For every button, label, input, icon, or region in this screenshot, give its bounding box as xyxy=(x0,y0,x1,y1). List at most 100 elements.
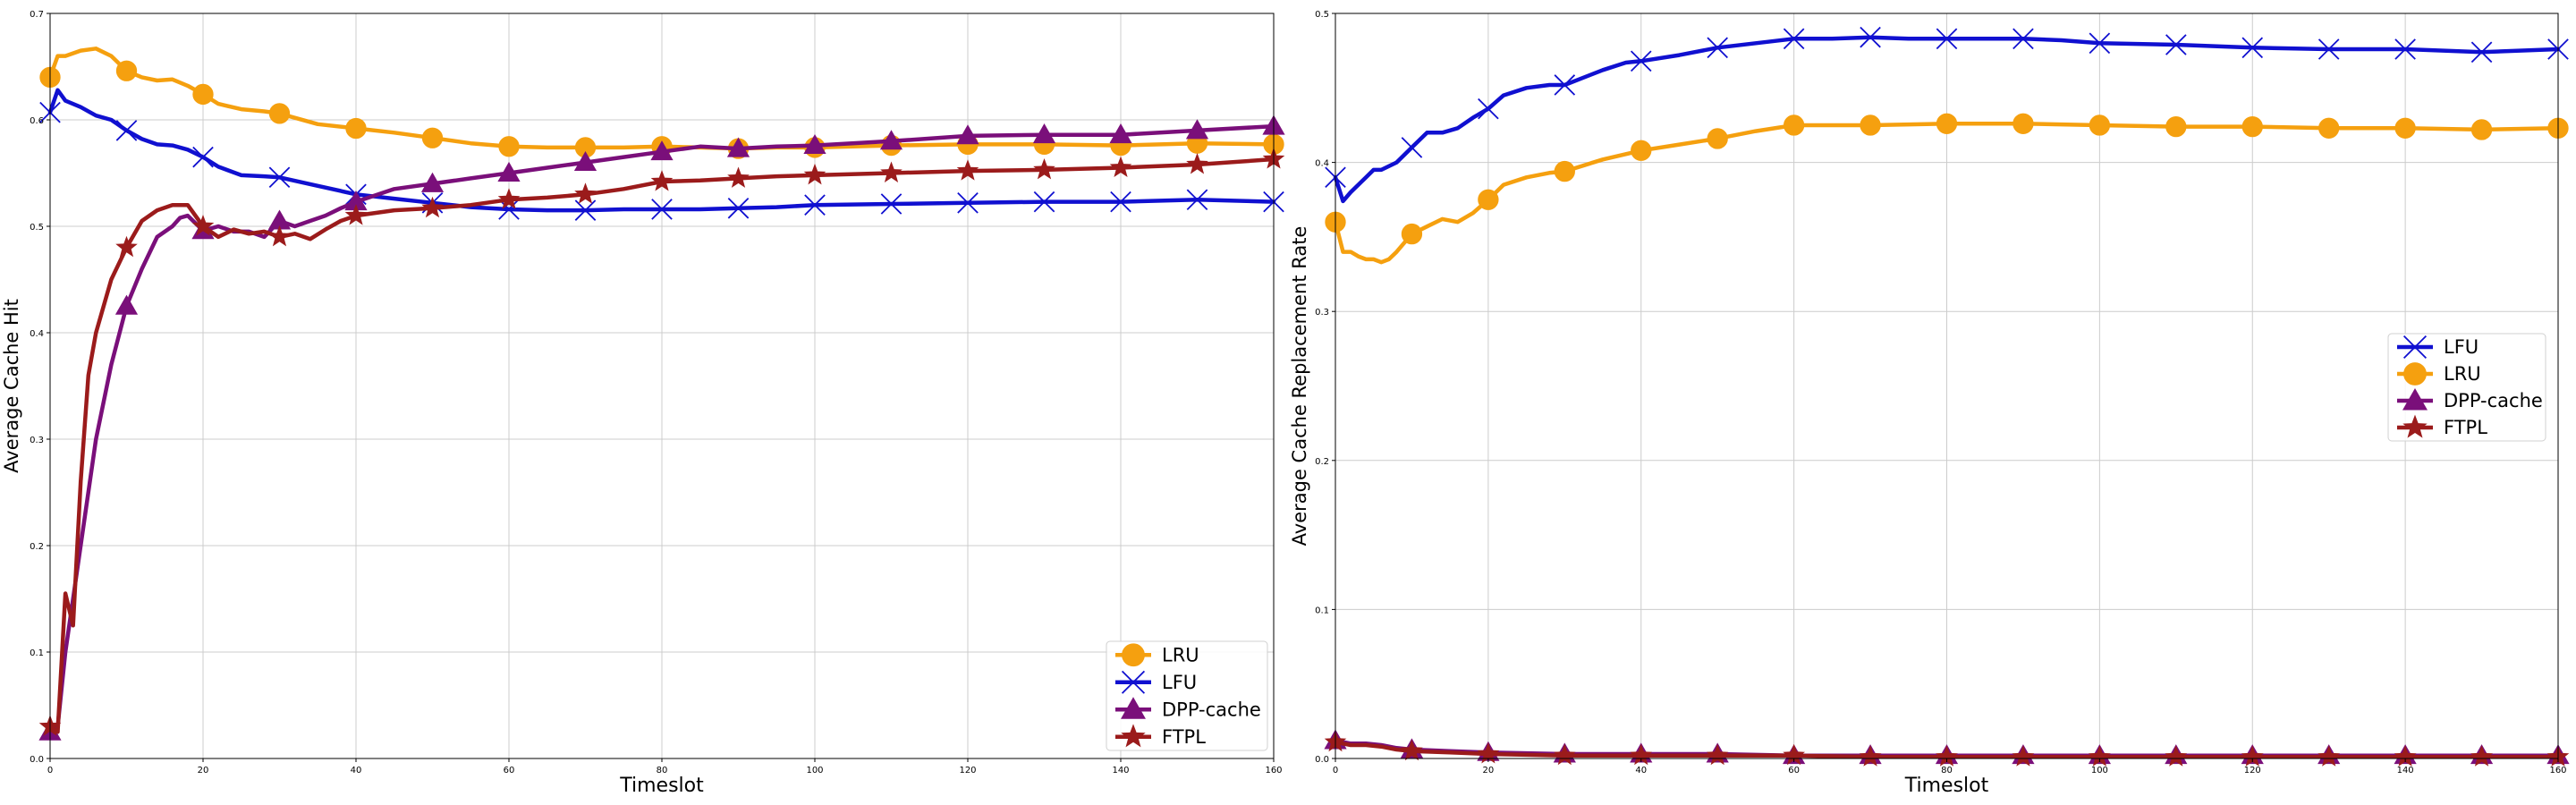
data-point xyxy=(1109,123,1132,144)
data-point xyxy=(1554,74,1576,96)
series-dpp-cache xyxy=(38,114,1285,741)
data-point xyxy=(651,199,673,220)
data-point xyxy=(498,199,520,220)
data-point xyxy=(1032,123,1056,144)
grid xyxy=(49,13,1275,759)
data-point xyxy=(1554,743,1576,766)
y-tick-label: 0.4 xyxy=(1315,159,1329,169)
data-point xyxy=(650,170,674,191)
data-point xyxy=(1630,743,1653,766)
data-point xyxy=(1185,119,1209,140)
data-point xyxy=(1859,745,1882,767)
data-point xyxy=(1401,137,1423,158)
legend-label: LFU xyxy=(1162,672,1197,693)
data-point xyxy=(2318,117,2340,139)
legend-marker xyxy=(2402,414,2428,438)
data-point xyxy=(2089,114,2111,136)
cache-replacement-chart: 0 20 40 60 80 100 120 140 160 0.0 0.1 0.2 0.3 0.4 0.5 T… xyxy=(1288,0,2576,805)
cache-replacement-plot: 0 20 40 60 80 100 120 140 160 0.0 0.1 0.2 0.3 0.4 0.5 T… xyxy=(1289,10,2570,797)
data-point xyxy=(1707,128,1728,149)
legend-item: FTPL xyxy=(1115,724,1206,748)
data-point xyxy=(2012,745,2035,767)
legend-marker xyxy=(1122,643,1145,667)
data-point xyxy=(726,137,750,157)
data-point xyxy=(727,197,750,219)
legend-item: LRU xyxy=(1115,643,1199,667)
y-tick-label: 0.1 xyxy=(1315,606,1329,615)
data-point xyxy=(2012,113,2034,134)
cache-hit-chart: 0 20 40 60 80 100 120 140 160 0.0 0.1 0.2 0.3 0.4 0.5 0… xyxy=(1,10,1285,797)
legend-marker xyxy=(1121,670,1146,694)
data-point xyxy=(268,166,291,189)
data-point xyxy=(803,163,826,185)
data-point xyxy=(2318,38,2340,60)
y-axis-title: Average Cache Hit xyxy=(1,299,22,473)
data-point xyxy=(115,60,138,81)
data-point xyxy=(497,161,521,182)
data-point xyxy=(1630,50,1652,72)
y-tick-label: 0.7 xyxy=(30,10,44,20)
series-lru xyxy=(1325,113,2569,265)
data-point xyxy=(268,103,291,124)
legend-marker xyxy=(2402,335,2428,360)
data-point xyxy=(574,199,597,221)
data-point xyxy=(650,140,674,161)
data-point xyxy=(497,188,521,209)
y-tick-label: 0.0 xyxy=(1315,755,1329,765)
cache-hit-plot: 0 20 40 60 80 100 120 140 160 0.0 0.1 0.2 0.3 0.4 0.5 0… xyxy=(1,10,1285,797)
y-tick-label: 0.2 xyxy=(30,542,44,552)
data-point xyxy=(115,120,138,141)
data-point xyxy=(2241,37,2264,59)
data-point xyxy=(2394,38,2416,60)
x-tick-label: 80 xyxy=(657,766,668,775)
legend-label: LRU xyxy=(2444,363,2481,385)
data-point xyxy=(956,159,979,181)
data-point xyxy=(2318,745,2340,767)
legend-label: FTPL xyxy=(2444,417,2487,438)
data-point xyxy=(1401,739,1423,761)
data-point xyxy=(880,161,902,182)
x-tick-label: 160 xyxy=(2549,766,2566,775)
x-tick-label: 140 xyxy=(2397,766,2414,775)
y-tick-label: 0.3 xyxy=(1315,308,1329,318)
x-tick-label: 160 xyxy=(1265,766,1282,775)
data-point xyxy=(2012,28,2034,50)
legend-item: LFU xyxy=(2397,335,2479,360)
data-point xyxy=(1706,743,1729,766)
data-point xyxy=(727,166,750,188)
data-point xyxy=(114,294,139,315)
x-tick-label: 80 xyxy=(1941,766,1953,775)
x-tick-label: 60 xyxy=(1788,766,1800,775)
data-point xyxy=(267,209,292,230)
legend: LFU LRU DPP-cache FTPL xyxy=(2387,333,2546,442)
legend-item: LFU xyxy=(1115,670,1197,694)
x-tick-label: 120 xyxy=(2244,766,2261,775)
data-point xyxy=(1033,191,1055,213)
y-tick-label: 0.4 xyxy=(30,329,44,339)
series-ftpl xyxy=(1324,730,2570,767)
x-tick-label: 100 xyxy=(806,766,823,775)
data-point xyxy=(2089,32,2111,55)
data-point xyxy=(191,215,215,236)
series-line xyxy=(1333,35,2561,204)
y-tick-label: 0.5 xyxy=(1315,10,1329,20)
legend: LRU LFU DPP-cache FTPL xyxy=(1106,640,1268,751)
data-point xyxy=(1860,114,1881,136)
data-point xyxy=(2470,119,2493,140)
legend-label: DPP-cache xyxy=(2444,390,2543,411)
data-point xyxy=(1936,28,1958,50)
legend-item: LRU xyxy=(2397,362,2481,386)
data-point xyxy=(2165,115,2187,138)
data-point xyxy=(1783,114,1805,136)
data-point xyxy=(2394,745,2417,767)
legend-label: LRU xyxy=(1162,644,1199,665)
x-tick-label: 20 xyxy=(1483,766,1495,775)
legend-marker xyxy=(2403,362,2427,386)
data-point xyxy=(1109,156,1132,177)
x-tick-label: 0 xyxy=(1333,766,1338,775)
y-tick-label: 0.6 xyxy=(30,116,44,126)
data-point xyxy=(498,136,520,157)
x-axis-title: Timeslot xyxy=(1904,775,1989,797)
data-point xyxy=(115,235,138,258)
data-point xyxy=(2241,115,2263,138)
